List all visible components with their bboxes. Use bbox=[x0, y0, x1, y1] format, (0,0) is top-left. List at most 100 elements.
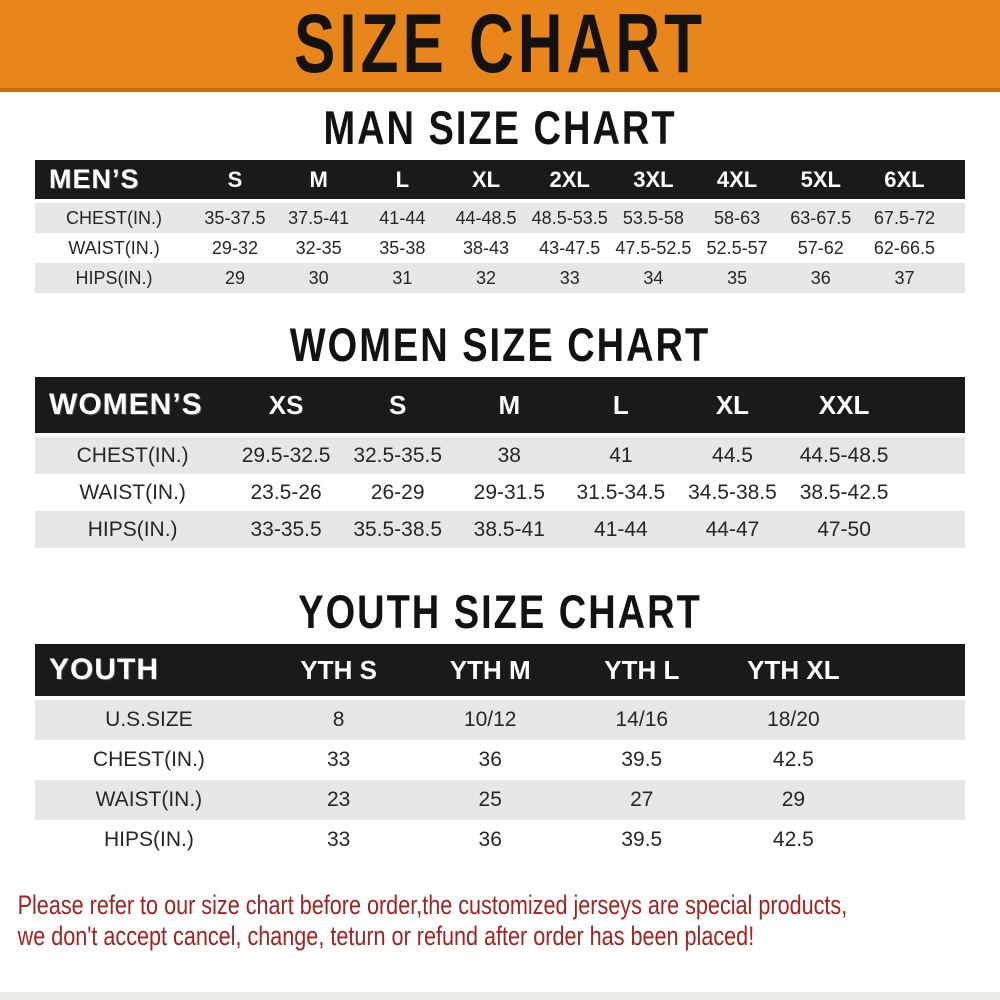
table-cell: 29 bbox=[781, 788, 806, 811]
table-cell: 35.5-38.5 bbox=[353, 517, 443, 541]
row-label: HIPS(IN.) bbox=[75, 267, 153, 288]
table-row: CHEST(IN.) 33 36 39.5 42.5 bbox=[35, 740, 965, 780]
row-spacer bbox=[946, 263, 965, 293]
table-cell: 47.5-52.5 bbox=[615, 237, 692, 258]
table-cell: 62-66.5 bbox=[873, 237, 935, 258]
table-row: WAIST(IN.) 23 25 27 29 bbox=[35, 780, 965, 820]
column-header: XXL bbox=[788, 377, 900, 437]
column-header: 6XL bbox=[862, 160, 947, 203]
column-header: XL bbox=[676, 377, 789, 437]
table-row: U.S.SIZE 8 10/12 14/16 18/20 bbox=[35, 698, 965, 740]
row-label: HIPS(IN.) bbox=[87, 517, 178, 541]
table-cell: 35 bbox=[727, 267, 748, 288]
column-header: M bbox=[453, 377, 566, 437]
table-cell: 27 bbox=[630, 788, 654, 811]
column-header: S bbox=[193, 160, 277, 203]
man-section-heading: MAN SIZE CHART bbox=[0, 103, 1000, 160]
order-disclaimer: Please refer to our size chart before or… bbox=[0, 890, 978, 952]
row-label: CHEST(IN.) bbox=[66, 207, 163, 228]
header-spacer bbox=[869, 644, 965, 700]
table-cell: 18/20 bbox=[767, 708, 820, 731]
table-cell: 38.5-41 bbox=[473, 517, 545, 541]
table-cell: 32 bbox=[476, 267, 497, 288]
table-cell: 44.5 bbox=[712, 443, 753, 467]
disclaimer-line-1: Please refer to our size chart before or… bbox=[17, 890, 848, 920]
column-header: YTH XL bbox=[717, 644, 870, 700]
table-cell: 53.5-58 bbox=[622, 207, 684, 228]
table-cell: 32-35 bbox=[295, 237, 342, 258]
table-row: WAIST(IN.) 29-32 32-35 35-38 38-43 43-47.5 47.… bbox=[35, 233, 965, 263]
row-spacer bbox=[946, 201, 965, 233]
table-cell: 8 bbox=[332, 708, 345, 731]
header-row: MEN’S S M L XL 2XL 3XL 4XL 5XL 6XL bbox=[35, 160, 965, 203]
youth-section-heading: YOUTH SIZE CHART bbox=[0, 587, 1000, 644]
row-spacer bbox=[946, 233, 965, 263]
table-cell: 38.5-42.5 bbox=[799, 480, 889, 504]
table-cell: 29 bbox=[224, 267, 245, 288]
row-label: U.S.SIZE bbox=[105, 708, 193, 731]
column-header: 5XL bbox=[778, 160, 863, 203]
row-label: WAIST(IN.) bbox=[68, 237, 160, 258]
table-cell: 41-44 bbox=[379, 207, 426, 228]
row-label: CHEST(IN.) bbox=[92, 748, 205, 771]
row-label: WAIST(IN.) bbox=[79, 480, 186, 504]
table-cell: 44-47 bbox=[705, 517, 760, 541]
table-cell: 10/12 bbox=[463, 708, 517, 731]
table-cell: 39.5 bbox=[621, 748, 663, 771]
table-cell: 34 bbox=[643, 267, 664, 288]
column-header: XL bbox=[444, 160, 528, 203]
table-cell: 44-48.5 bbox=[455, 207, 517, 228]
table-cell: 29-31.5 bbox=[473, 480, 545, 504]
table-cell: 33-35.5 bbox=[250, 517, 322, 541]
table-cell: 67.5-72 bbox=[873, 207, 935, 228]
row-spacer bbox=[900, 511, 965, 548]
women-section-heading: WOMEN SIZE CHART bbox=[0, 320, 1000, 377]
column-header: YTH S bbox=[262, 644, 415, 700]
womens-size-table: WOMEN’S XS S M L XL XXL CHEST(IN.) 29.5-32.5 32.5… bbox=[35, 377, 965, 548]
table-cell: 14/16 bbox=[615, 708, 669, 731]
table-cell: 36 bbox=[478, 748, 502, 771]
header-row: WOMEN’S XS S M L XL XXL bbox=[35, 377, 965, 437]
table-cell: 39.5 bbox=[621, 828, 663, 851]
table-cell: 23.5-26 bbox=[250, 480, 322, 504]
table-cell: 48.5-53.5 bbox=[531, 207, 608, 228]
table-row: HIPS(IN.) 33 36 39.5 42.5 bbox=[35, 820, 965, 860]
bottom-strip bbox=[0, 992, 1000, 1000]
column-header: L bbox=[360, 160, 445, 203]
table-cell: 34.5-38.5 bbox=[688, 480, 777, 504]
column-header: M bbox=[276, 160, 361, 203]
header-spacer bbox=[946, 160, 965, 203]
table-cell: 44.5-48.5 bbox=[799, 443, 889, 467]
size-chart-banner: SIZE CHART bbox=[0, 0, 1000, 92]
table-cell: 42.5 bbox=[772, 828, 814, 851]
table-row: HIPS(IN.) 33-35.5 35.5-38.5 38.5-41 41-44 44-… bbox=[35, 511, 965, 548]
column-header: 2XL bbox=[527, 160, 612, 203]
header-row: YOUTH YTH S YTH M YTH L YTH XL bbox=[35, 644, 965, 700]
column-header: XS bbox=[230, 377, 342, 437]
column-header: S bbox=[341, 377, 454, 437]
column-header: 4XL bbox=[695, 160, 779, 203]
table-cell: 36 bbox=[810, 267, 831, 288]
women-section-title: WOMEN SIZE CHART bbox=[289, 319, 711, 373]
row-spacer bbox=[869, 740, 965, 780]
row-spacer bbox=[900, 474, 965, 511]
table-cell: 33 bbox=[559, 267, 580, 288]
table-cell: 32.5-35.5 bbox=[353, 443, 443, 467]
column-header: YTH L bbox=[566, 644, 718, 700]
table-cell: 42.5 bbox=[772, 748, 814, 771]
table-cell: 37.5-41 bbox=[288, 207, 350, 228]
table-cell: 47-50 bbox=[817, 517, 871, 541]
table-row: WAIST(IN.) 23.5-26 26-29 29-31.5 31.5-34.5 34… bbox=[35, 474, 965, 511]
table-cell: 29.5-32.5 bbox=[241, 443, 331, 467]
table-cell: 37 bbox=[894, 267, 915, 288]
row-spacer bbox=[869, 820, 965, 860]
table-row: CHEST(IN.) 35-37.5 37.5-41 41-44 44-48.5 48.5… bbox=[35, 201, 965, 233]
mens-size-table: MEN’S S M L XL 2XL 3XL 4XL 5XL 6XL CHEST(IN.) 35-37… bbox=[35, 160, 965, 293]
man-section-title: MAN SIZE CHART bbox=[323, 102, 677, 156]
row-spacer bbox=[900, 435, 965, 474]
table-cell: 31 bbox=[392, 267, 413, 288]
table-title: WOMEN’S bbox=[35, 377, 231, 437]
table-cell: 26-29 bbox=[370, 480, 425, 504]
table-row: HIPS(IN.) 29 30 31 32 33 34 35 36 37 bbox=[35, 263, 965, 293]
table-cell: 41 bbox=[609, 443, 633, 467]
